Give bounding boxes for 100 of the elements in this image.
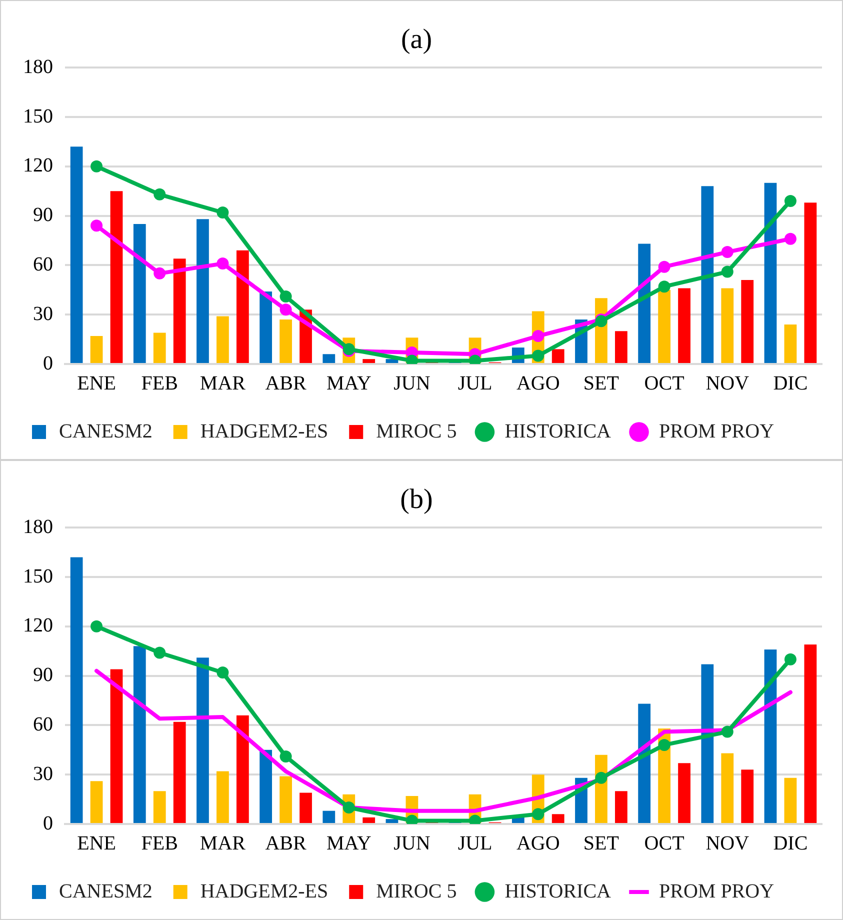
bar — [614, 331, 628, 363]
bar — [804, 202, 817, 363]
x-tick-label: ENE — [77, 832, 116, 854]
x-tick-label: JUN — [394, 832, 430, 854]
bar — [110, 191, 123, 363]
bar — [784, 778, 797, 823]
legend-label: CANESM2 — [59, 420, 152, 442]
point — [280, 304, 292, 316]
x-tick-label: AGO — [516, 832, 560, 854]
bar — [70, 557, 83, 823]
bar — [322, 354, 336, 363]
bar — [196, 658, 209, 823]
x-tick-label: DIC — [773, 372, 808, 394]
y-tick-label: 30 — [33, 302, 53, 325]
point — [154, 267, 166, 280]
y-tick-label: 90 — [33, 664, 53, 686]
x-tick-label: OCT — [644, 372, 684, 394]
x-tick-label: MAY — [326, 372, 372, 394]
legend-label: CANESM2 — [59, 880, 152, 902]
bar — [153, 791, 166, 823]
point — [784, 194, 796, 207]
bar — [280, 320, 292, 363]
bar — [196, 219, 209, 363]
bar — [260, 750, 272, 823]
legend-label: HADGEM2-ES — [200, 420, 328, 442]
bar — [280, 776, 292, 823]
bar — [804, 644, 817, 823]
bar — [678, 763, 690, 823]
x-tick-label: NOV — [706, 832, 750, 854]
point — [280, 290, 292, 302]
chart-title: (b) — [400, 484, 433, 516]
bar — [701, 186, 714, 363]
point — [784, 653, 796, 666]
y-tick-label: 180 — [23, 516, 53, 538]
bar — [386, 819, 398, 823]
point — [658, 260, 670, 273]
point — [721, 246, 734, 258]
y-tick-label: 120 — [23, 154, 53, 177]
bar — [552, 349, 564, 363]
bar — [173, 722, 186, 823]
y-tick-label: 120 — [23, 614, 53, 637]
bar — [133, 646, 146, 823]
bar — [236, 715, 249, 823]
point — [658, 738, 670, 751]
legend-label: PROM PROY — [659, 420, 774, 442]
bar — [90, 336, 103, 363]
bar — [721, 753, 734, 823]
y-tick-label: 0 — [43, 812, 53, 834]
y-tick-label: 60 — [33, 253, 53, 276]
bar — [741, 280, 754, 363]
point — [216, 206, 229, 219]
point — [532, 808, 544, 820]
x-tick-label: JUL — [458, 832, 492, 854]
y-tick-label: 90 — [33, 204, 53, 226]
bar — [678, 288, 690, 363]
bar — [260, 292, 272, 363]
bar — [741, 770, 754, 823]
point — [154, 646, 166, 659]
y-tick-label: 60 — [33, 713, 53, 736]
bar — [638, 244, 651, 363]
bar — [638, 704, 651, 823]
bar — [658, 290, 670, 363]
point — [90, 160, 103, 172]
bar — [90, 781, 103, 823]
bar — [362, 817, 376, 823]
chart-title: (a) — [400, 24, 432, 56]
point — [216, 258, 229, 270]
bar — [70, 146, 83, 363]
legend-label: HADGEM2-ES — [200, 880, 328, 902]
point — [595, 772, 608, 784]
bar — [236, 250, 249, 363]
bar — [153, 332, 166, 363]
bar — [173, 258, 186, 363]
point — [154, 188, 166, 200]
x-tick-label: FEB — [141, 372, 178, 394]
x-tick-label: FEB — [141, 832, 178, 854]
bar — [552, 814, 564, 823]
legend-label: HISTORICA — [504, 420, 612, 442]
bar — [216, 771, 229, 823]
y-tick-label: 150 — [23, 105, 53, 128]
y-tick-label: 150 — [23, 565, 53, 588]
legend-label: MIROC 5 — [376, 880, 457, 902]
bar — [300, 792, 312, 823]
x-tick-label: SET — [583, 372, 619, 394]
point — [532, 350, 544, 362]
point — [90, 620, 103, 632]
x-tick-label: NOV — [706, 372, 750, 394]
x-tick-label: AGO — [516, 372, 560, 394]
point — [721, 726, 734, 738]
bar — [216, 316, 229, 363]
x-tick-label: JUN — [394, 372, 430, 394]
x-tick-label: JUL — [458, 372, 492, 394]
point — [721, 266, 734, 278]
point — [90, 220, 103, 232]
bar — [110, 669, 123, 823]
point — [784, 232, 796, 245]
bar — [764, 182, 777, 363]
bar — [764, 649, 777, 823]
y-tick-label: 180 — [23, 56, 53, 78]
point — [280, 750, 292, 762]
